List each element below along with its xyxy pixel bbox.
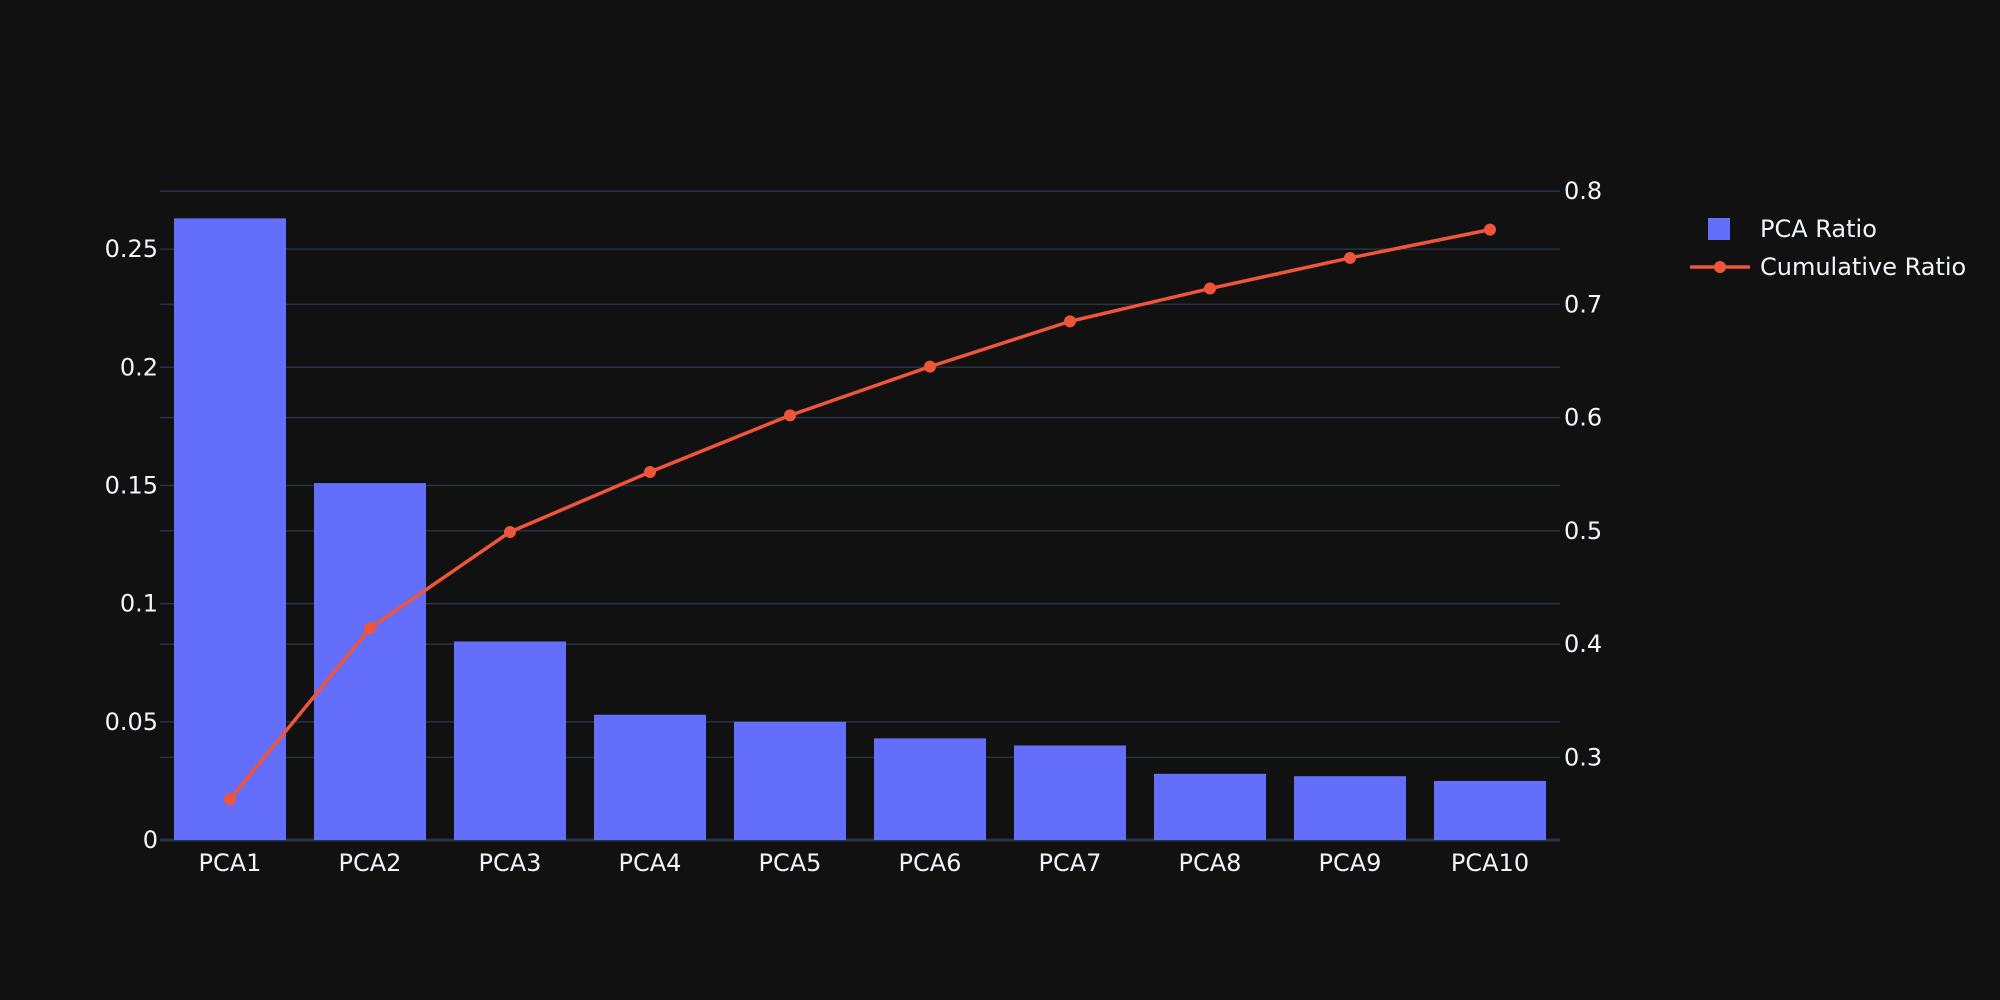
- line-point: [1204, 283, 1216, 295]
- x-tick-label: PCA6: [899, 849, 962, 877]
- legend-label-cumulative-ratio: Cumulative Ratio: [1760, 253, 1966, 281]
- y-left-tick-label: 0.2: [120, 353, 158, 381]
- line-point: [224, 793, 236, 805]
- legend-label-pca-ratio: PCA Ratio: [1760, 215, 1877, 243]
- x-tick-label: PCA10: [1451, 849, 1529, 877]
- bar: [174, 218, 286, 840]
- y-left-tick-label: 0.05: [105, 708, 158, 736]
- y-right-tick-label: 0.6: [1564, 404, 1602, 432]
- y-left-tick-label: 0.15: [105, 471, 158, 499]
- bar: [314, 483, 426, 840]
- line-point: [1484, 224, 1496, 236]
- x-tick-label: PCA1: [199, 849, 262, 877]
- y-right-tick-label: 0.3: [1564, 743, 1602, 771]
- legend-bar-swatch: [1708, 218, 1730, 240]
- line-point: [1344, 252, 1356, 264]
- y-left-tick-label: 0.25: [105, 235, 158, 263]
- x-tick-label: PCA2: [339, 849, 402, 877]
- line-point: [1064, 315, 1076, 327]
- bar: [874, 738, 986, 840]
- y-right-tick-label: 0.4: [1564, 630, 1602, 658]
- x-tick-label: PCA9: [1319, 849, 1382, 877]
- line-point: [784, 409, 796, 421]
- bar: [594, 715, 706, 840]
- bar: [1434, 781, 1546, 840]
- y-right-tick-label: 0.5: [1564, 517, 1602, 545]
- x-tick-label: PCA8: [1179, 849, 1242, 877]
- line-point: [504, 526, 516, 538]
- line-point: [644, 466, 656, 478]
- y-right-tick-label: 0.7: [1564, 290, 1602, 318]
- bar: [1014, 745, 1126, 840]
- line-point: [924, 361, 936, 373]
- x-tick-label: PCA4: [619, 849, 682, 877]
- bar: [1154, 774, 1266, 840]
- bar: [734, 722, 846, 840]
- x-tick-label: PCA7: [1039, 849, 1102, 877]
- y-left-tick-label: 0: [143, 826, 158, 854]
- legend-line-marker: [1714, 261, 1726, 273]
- bar: [454, 641, 566, 840]
- y-right-tick-label: 0.8: [1564, 177, 1602, 205]
- x-tick-label: PCA3: [479, 849, 542, 877]
- bar: [1294, 776, 1406, 840]
- x-tick-label: PCA5: [759, 849, 822, 877]
- y-left-tick-label: 0.1: [120, 590, 158, 618]
- line-point: [364, 622, 376, 634]
